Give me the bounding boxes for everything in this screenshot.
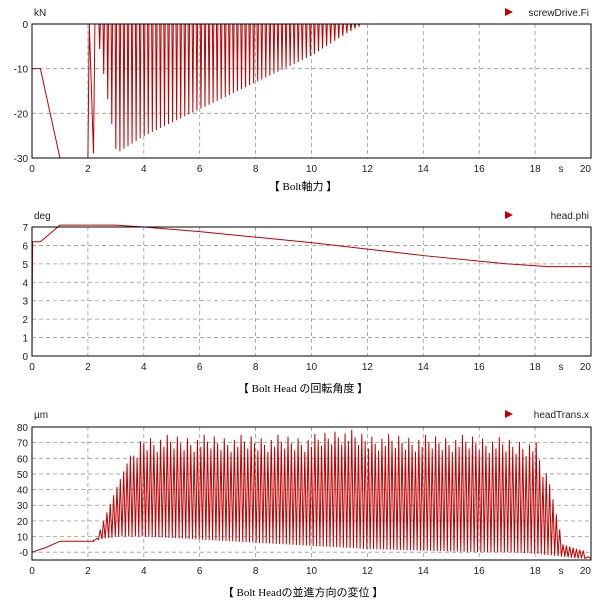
legend-label: headTrans.x [534,410,589,421]
legend: head.phi [505,211,589,222]
chart-panel-3: µm headTrans.x 80 70 60 50 40 30 20 10 -00 2 4 6 8 10 12… [17,410,592,599]
x-unit-label: s [559,566,564,577]
chart-caption: 【 Bolt軸力 】 [269,179,337,193]
y-tick-label: -10 [14,65,29,76]
y-tick-label: 0 [22,352,28,363]
x-tick-label: 10 [306,164,318,175]
y-tick-label: 60 [17,454,29,465]
y-tick-label: 30 [17,501,29,512]
y-tick-label: 50 [17,470,29,481]
chart-caption: 【 Bolt Headの並進方向の変位 】 [223,585,383,599]
series-line [31,429,592,560]
x-tick-label: 8 [253,164,259,175]
x-tick-label: 14 [418,566,430,577]
y-tick-label: 1 [22,334,28,345]
y-tick-label: 70 [17,439,29,450]
x-tick-label: 18 [530,164,542,175]
legend-marker [505,410,513,418]
x-tick-label: 2 [85,362,91,373]
series-line [31,224,591,357]
x-tick-label: 10 [306,362,318,373]
y-tick-label: 40 [17,486,29,497]
legend: headTrans.x [505,410,589,421]
x-tick-label: 12 [362,362,374,373]
x-tick-label: 6 [197,566,203,577]
y-tick-label: 2 [22,315,28,326]
x-tick-label: 18 [530,362,542,373]
x-tick-label: 20 [580,164,592,175]
plot-frame [31,226,592,357]
y-unit-label: deg [34,211,51,222]
legend-label: screwDrive.Fi [528,8,589,19]
x-tick-label: 4 [141,362,147,373]
x-unit-label: s [559,362,564,373]
x-unit-label: s [559,164,564,175]
y-tick-label: 7 [22,223,28,234]
y-tick-label: 20 [17,517,29,528]
y-tick-label: -0 [19,548,28,559]
chart-panel-1: kN screwDrive.Fi0-10-20-300 2 4 6 8 10 12 14 16 18… [14,8,592,193]
plot-frame [31,23,592,159]
y-tick-label: 4 [22,278,28,289]
y-tick-label: -30 [14,154,29,165]
x-tick-label: 12 [362,164,374,175]
plot-frame [31,426,592,561]
y-unit-label: µm [34,410,48,421]
x-tick-label: 4 [141,566,147,577]
x-tick-label: 4 [141,164,147,175]
x-tick-label: 8 [253,566,259,577]
y-tick-label: 3 [22,297,28,308]
y-tick-label: 0 [22,20,28,31]
x-tick-label: 16 [474,566,486,577]
x-tick-label: 14 [418,164,430,175]
x-tick-label: 2 [85,566,91,577]
x-tick-label: 10 [306,566,318,577]
x-tick-label: 18 [530,566,542,577]
x-tick-label: 16 [474,164,486,175]
x-tick-label: 6 [197,164,203,175]
legend-marker [505,211,513,219]
x-tick-label: 0 [29,164,35,175]
x-tick-label: 2 [85,164,91,175]
x-tick-label: 12 [362,566,374,577]
y-tick-label: 5 [22,260,28,271]
legend-marker [505,8,513,16]
y-tick-label: 80 [17,423,29,434]
x-tick-label: 20 [580,362,592,373]
y-tick-label: 10 [17,533,29,544]
x-tick-label: 16 [474,362,486,373]
chart-caption: 【 Bolt Head の回転角度 】 [238,381,368,395]
x-tick-label: 20 [580,566,592,577]
legend: screwDrive.Fi [505,8,589,19]
y-unit-label: kN [34,8,46,19]
x-tick-label: 0 [29,362,35,373]
x-tick-label: 14 [418,362,430,373]
y-tick-label: -20 [14,109,29,120]
x-tick-label: 0 [29,566,35,577]
x-tick-label: 6 [197,362,203,373]
legend-label: head.phi [551,211,589,222]
x-tick-label: 8 [253,362,259,373]
y-tick-label: 6 [22,241,28,252]
